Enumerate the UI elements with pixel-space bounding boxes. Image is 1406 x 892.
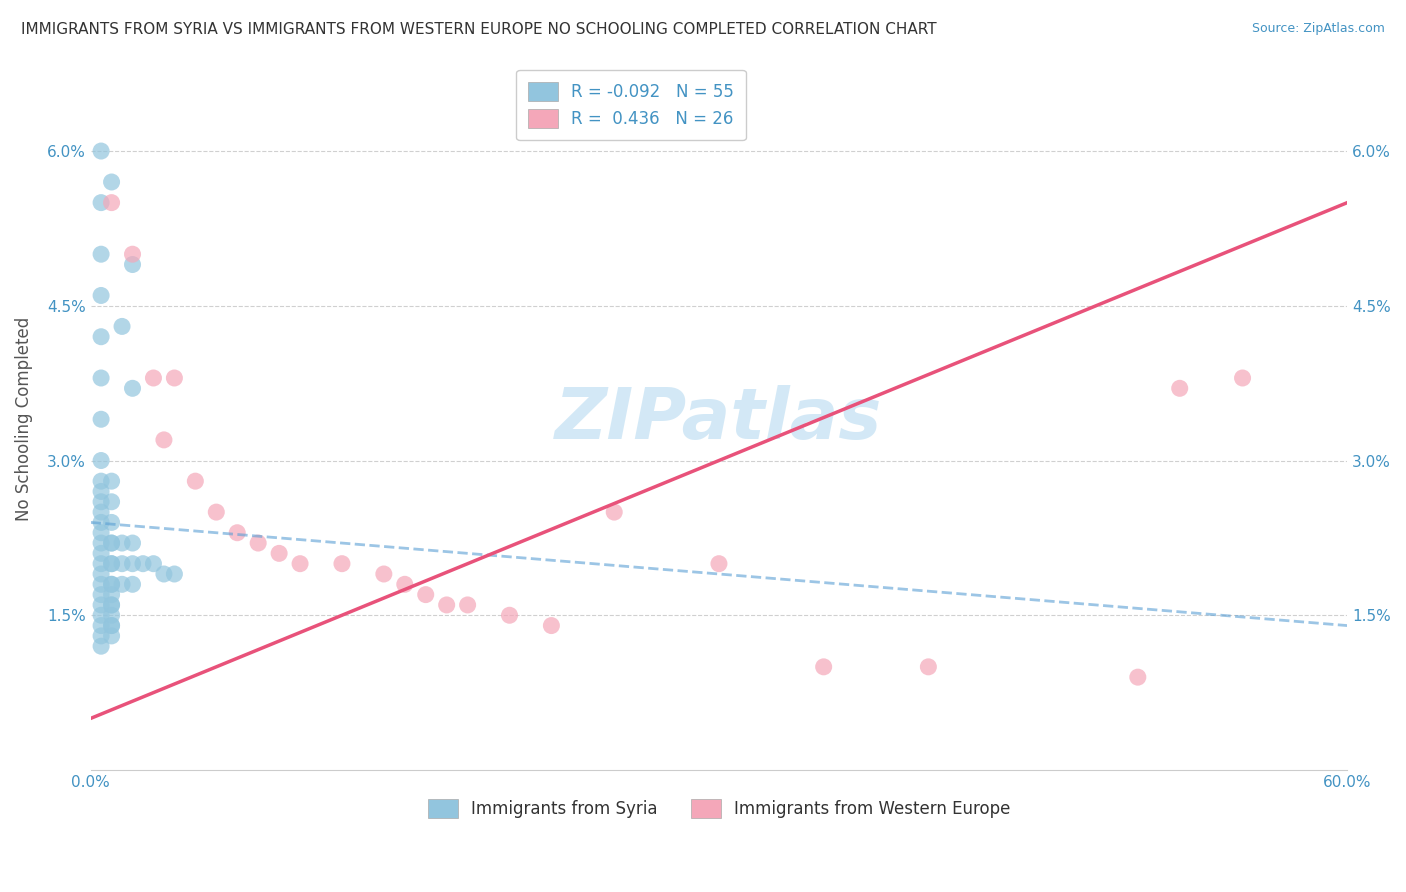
Point <box>90 412 112 426</box>
Point <box>111 557 134 571</box>
Point <box>184 474 207 488</box>
Point <box>394 577 416 591</box>
Point <box>90 288 112 302</box>
Point <box>100 195 122 210</box>
Point <box>90 144 112 158</box>
Point <box>1126 670 1149 684</box>
Point <box>121 381 143 395</box>
Point <box>163 371 186 385</box>
Y-axis label: No Schooling Completed: No Schooling Completed <box>15 318 32 522</box>
Point <box>100 598 122 612</box>
Point <box>90 247 112 261</box>
Point <box>100 608 122 623</box>
Point <box>90 557 112 571</box>
Point <box>153 433 176 447</box>
Point <box>90 371 112 385</box>
Point <box>90 505 112 519</box>
Point <box>373 566 395 581</box>
Point <box>269 546 291 560</box>
Point <box>100 557 122 571</box>
Point <box>90 588 112 602</box>
Point <box>100 474 122 488</box>
Point <box>205 505 228 519</box>
Point <box>100 557 122 571</box>
Point <box>90 484 112 499</box>
Point <box>707 557 730 571</box>
Point <box>1232 371 1254 385</box>
Point <box>226 525 249 540</box>
Point <box>121 557 143 571</box>
Point <box>90 629 112 643</box>
Point <box>121 247 143 261</box>
Point <box>90 618 112 632</box>
Point <box>247 536 270 550</box>
Point <box>813 660 835 674</box>
Point <box>111 577 134 591</box>
Point <box>330 557 353 571</box>
Point <box>603 505 626 519</box>
Point <box>100 516 122 530</box>
Point <box>90 474 112 488</box>
Point <box>90 330 112 344</box>
Point <box>1168 381 1191 395</box>
Point <box>163 566 186 581</box>
Point <box>111 536 134 550</box>
Point <box>917 660 939 674</box>
Point <box>90 495 112 509</box>
Point <box>90 577 112 591</box>
Text: IMMIGRANTS FROM SYRIA VS IMMIGRANTS FROM WESTERN EUROPE NO SCHOOLING COMPLETED C: IMMIGRANTS FROM SYRIA VS IMMIGRANTS FROM… <box>21 22 936 37</box>
Point <box>132 557 155 571</box>
Point <box>142 557 165 571</box>
Point <box>90 598 112 612</box>
Point <box>100 588 122 602</box>
Point <box>90 639 112 653</box>
Point <box>121 258 143 272</box>
Point <box>90 566 112 581</box>
Point <box>100 629 122 643</box>
Point <box>111 319 134 334</box>
Point <box>142 371 165 385</box>
Text: ZIPatlas: ZIPatlas <box>555 384 883 454</box>
Point <box>100 618 122 632</box>
Point <box>100 495 122 509</box>
Point <box>540 618 562 632</box>
Point <box>100 577 122 591</box>
Point <box>121 577 143 591</box>
Point <box>100 175 122 189</box>
Point <box>457 598 479 612</box>
Point <box>121 536 143 550</box>
Point <box>100 598 122 612</box>
Point <box>100 536 122 550</box>
Point <box>153 566 176 581</box>
Point <box>415 588 437 602</box>
Point <box>90 546 112 560</box>
Point <box>436 598 458 612</box>
Point <box>90 453 112 467</box>
Point <box>90 608 112 623</box>
Text: Source: ZipAtlas.com: Source: ZipAtlas.com <box>1251 22 1385 36</box>
Point <box>90 195 112 210</box>
Point <box>498 608 520 623</box>
Point <box>100 536 122 550</box>
Legend: Immigrants from Syria, Immigrants from Western Europe: Immigrants from Syria, Immigrants from W… <box>420 792 1017 825</box>
Point <box>100 618 122 632</box>
Point <box>90 536 112 550</box>
Point <box>90 516 112 530</box>
Point <box>90 525 112 540</box>
Point <box>288 557 311 571</box>
Point <box>100 577 122 591</box>
